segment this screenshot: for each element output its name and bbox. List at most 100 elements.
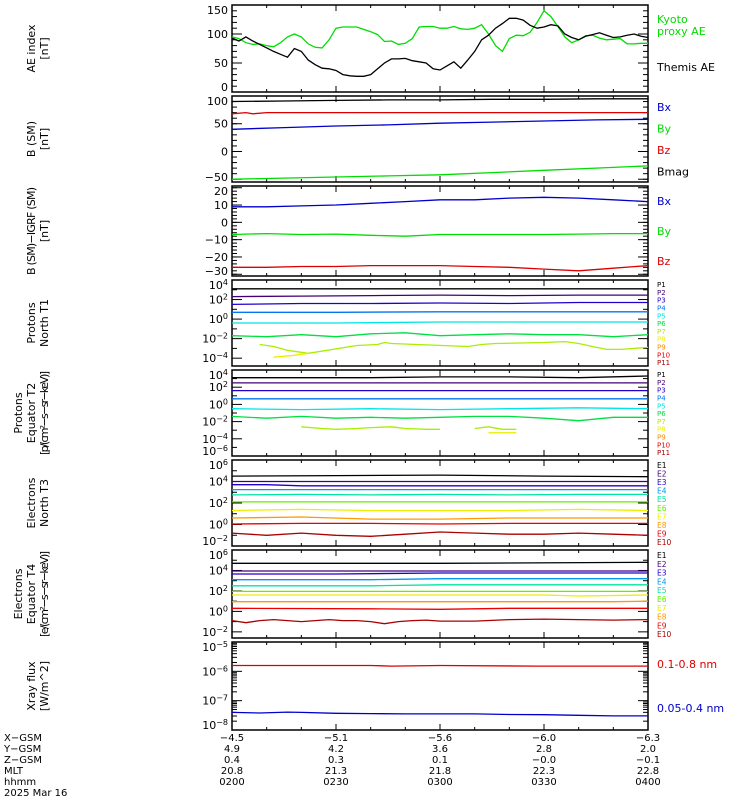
legend-entry: E5 [657,495,667,504]
legend-entry: P1 [657,371,666,379]
series-line-0-1-0-8-nm [232,664,648,667]
y-tick-label: 50 [214,118,228,131]
series-line-p7 [259,340,649,354]
ephemeris-value: 20.8 [221,766,243,777]
y-tick-label: 10 [214,199,228,212]
ephemeris-value: −5.6 [428,733,452,744]
y-tick-label: 100 [207,95,228,108]
y-tick-label: 10−2 [202,625,228,639]
y-axis-title: Equator T4 [25,564,38,624]
y-tick-label: 102 [209,496,228,510]
y-axis-title: Electrons [25,477,38,528]
series-line-kyoto-proxy-ae [231,9,648,53]
panel-xray: 10−5 10−6 10−7 10−8 Xray flux [W/m^2] 0.1-0.8 … [25,640,724,732]
series-line-p5 [231,407,649,411]
legend-entry: E4 [657,577,667,586]
series-line-p8 [273,352,309,358]
y-tick-label: 0 [221,145,228,158]
y-tick-label: 104 [209,475,228,489]
legend-entry: P5 [657,312,666,320]
series-line-e1 [231,474,649,478]
ephemeris-value: 0300 [427,777,452,788]
ephemeris-value: 0200 [219,777,244,788]
legend-entry: Bmag [657,165,689,178]
legend-entry: P3 [657,387,666,395]
y-axis-title: Protons [12,392,25,433]
ephemeris-row-label: hhmm [4,777,36,788]
series-line-p4 [232,311,648,313]
ephemeris-value: 0.1 [432,755,448,766]
y-axis-title: [nT] [38,37,51,59]
legend-entry: P10 [657,441,670,449]
y-tick-label: 50 [214,57,228,70]
y-tick-label: 10−5 [202,640,228,654]
series-line-e5 [232,584,648,587]
legend-entry: 0.05-0.4 nm [657,702,724,715]
y-tick-label: 10−4 [202,351,228,365]
y-axis-title: Xray flux [25,661,38,711]
legend-entry: P9 [657,344,666,352]
y-tick-label: 10−7 [202,694,228,708]
legend-entry: E8 [657,613,667,622]
y-tick-label: 20 [214,185,228,198]
ephemeris-row-label: Y−GSM [3,744,41,755]
legend-entry: E1 [657,461,667,470]
y-tick-label: 104 [209,278,228,292]
legend-entry: P5 [657,402,666,410]
legend-entry: P2 [657,379,666,387]
y-axis-title: North T1 [38,299,51,347]
legend-entry: proxy AE [657,25,706,38]
series-line-bx [231,118,649,130]
y-tick-label: 100 [209,518,228,532]
series-line-by [231,165,649,180]
legend-entry: P2 [657,289,666,297]
y-axis-title: Equator T2 [25,383,38,443]
legend-entry: P8 [657,426,666,434]
series-line-e10 [231,618,649,625]
y-tick-label: −10 [205,234,228,247]
y-tick-label: 104 [209,563,228,577]
y-axis-title: [p/(cm²−s−sr−keV)] [38,371,51,455]
y-tick-label: 102 [209,293,228,307]
legend-entry: By [657,122,672,135]
legend-entry: P7 [657,328,666,336]
y-axis-title: [nT] [38,220,51,242]
y-tick-label: 0 [221,81,228,94]
y-axis-title: B (SM)−IGRF (SM) [25,187,38,275]
series-line-e1 [232,561,649,564]
series-line-e8 [232,600,649,603]
legend-entry: P6 [657,410,666,418]
series-line-p6 [231,415,648,422]
legend-entry: P6 [657,320,666,328]
y-tick-label: −20 [205,251,228,264]
y-tick-label: 102 [209,584,228,598]
ephemeris-value: 2.8 [536,744,552,755]
ephemeris-row-label: X−GSM [4,733,42,744]
series-line-themis-ae [231,17,649,77]
series-line-bz [231,111,648,115]
y-axis-title: [e/(cm²−s−sr−keV)] [38,551,51,637]
ephemeris-value: −6.0 [532,733,556,744]
series-line-bmag [231,98,648,103]
legend-entry: E7 [657,512,667,521]
legend-entry: P1 [657,281,666,289]
series-line-e4 [232,578,648,581]
legend-entry: E2 [657,560,667,569]
y-tick-label: 10−6 [202,664,228,678]
ephemeris-row-label: MLT [4,766,24,777]
ephemeris-value: 0330 [531,777,556,788]
ephemeris-row-label: Z−GSM [4,755,42,766]
legend-entry: E3 [657,569,667,578]
legend-entry: 0.1-0.8 nm [657,658,717,671]
y-axis-title: AE index [25,24,38,73]
legend-entry: P8 [657,336,666,344]
